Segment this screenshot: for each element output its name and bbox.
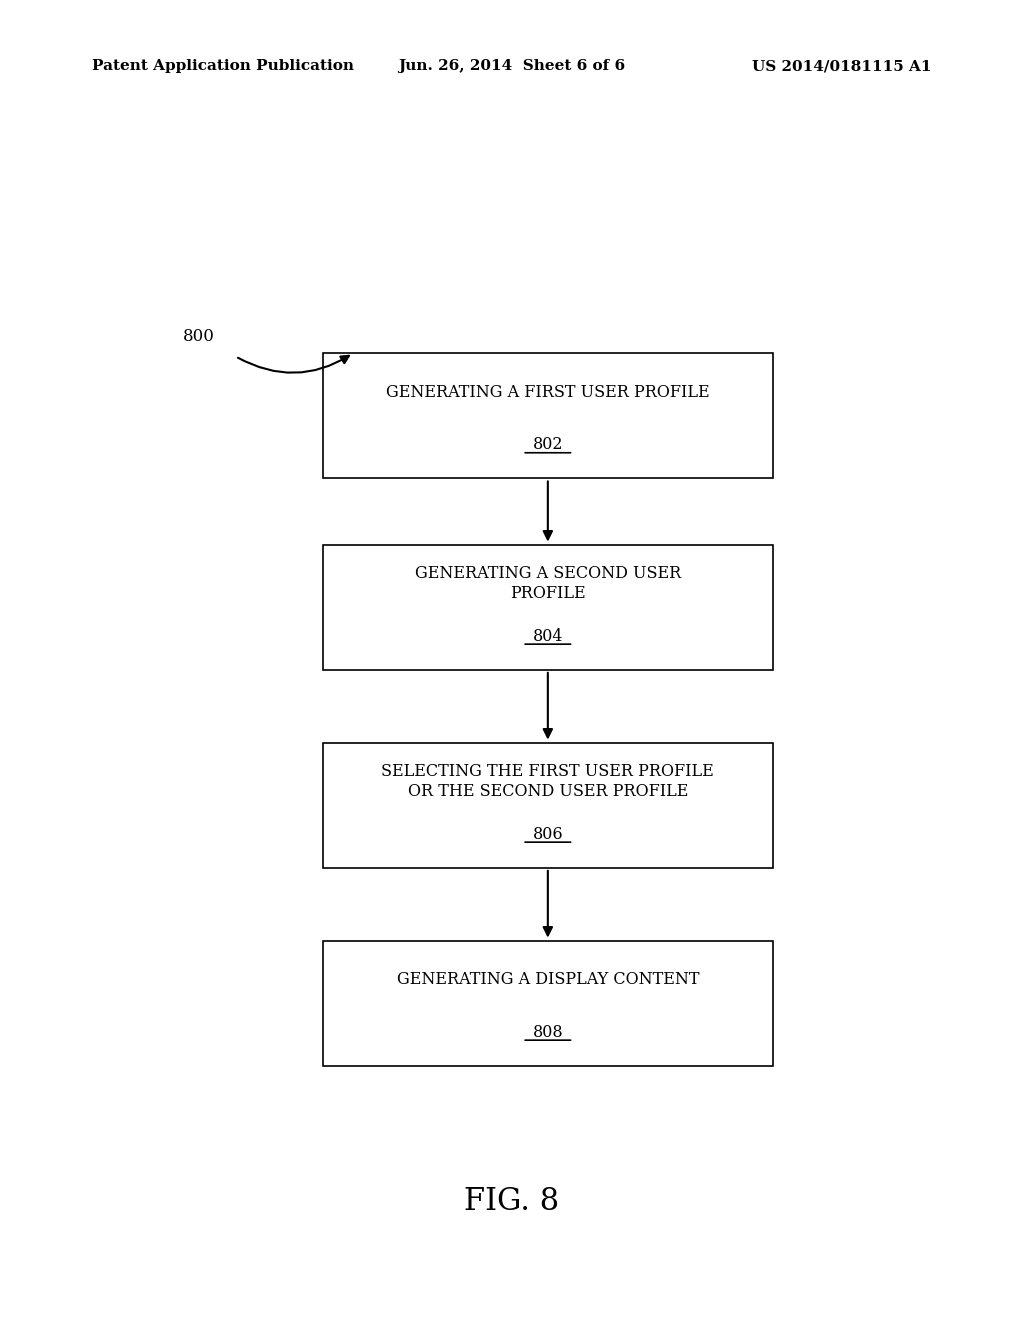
Text: Patent Application Publication: Patent Application Publication bbox=[92, 59, 354, 74]
FancyBboxPatch shape bbox=[323, 352, 773, 478]
Text: FIG. 8: FIG. 8 bbox=[465, 1185, 559, 1217]
Text: US 2014/0181115 A1: US 2014/0181115 A1 bbox=[753, 59, 932, 74]
FancyBboxPatch shape bbox=[323, 940, 773, 1067]
Text: 800: 800 bbox=[183, 329, 215, 345]
FancyBboxPatch shape bbox=[323, 742, 773, 869]
Text: 808: 808 bbox=[532, 1024, 563, 1040]
Text: 804: 804 bbox=[532, 628, 563, 644]
Text: 802: 802 bbox=[532, 437, 563, 453]
Text: GENERATING A SECOND USER
PROFILE: GENERATING A SECOND USER PROFILE bbox=[415, 565, 681, 602]
Text: 806: 806 bbox=[532, 826, 563, 842]
Text: GENERATING A FIRST USER PROFILE: GENERATING A FIRST USER PROFILE bbox=[386, 384, 710, 400]
Text: GENERATING A DISPLAY CONTENT: GENERATING A DISPLAY CONTENT bbox=[396, 972, 699, 987]
Text: SELECTING THE FIRST USER PROFILE
OR THE SECOND USER PROFILE: SELECTING THE FIRST USER PROFILE OR THE … bbox=[382, 763, 714, 800]
Text: Jun. 26, 2014  Sheet 6 of 6: Jun. 26, 2014 Sheet 6 of 6 bbox=[398, 59, 626, 74]
FancyBboxPatch shape bbox=[323, 544, 773, 671]
